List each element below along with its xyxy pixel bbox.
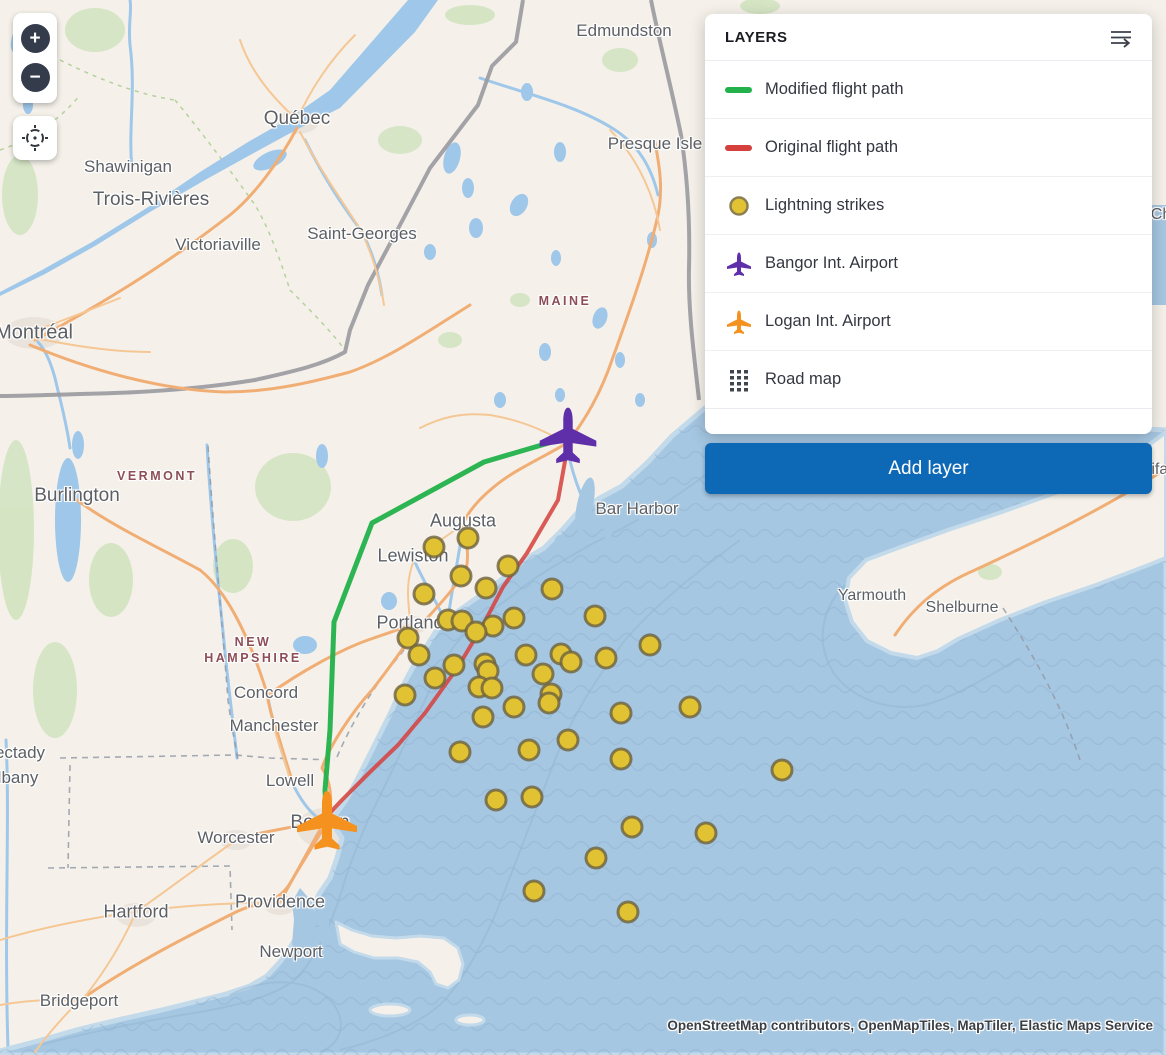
layers-panel: LAYERS Modified flight path [705, 14, 1152, 434]
menu-right-icon[interactable] [1108, 25, 1134, 49]
national-border [0, 0, 701, 401]
grid-icon [725, 368, 752, 392]
add-layer-button[interactable]: Add layer [705, 443, 1152, 494]
map-attribution: OpenStreetMap contributors, OpenMapTiles… [667, 1018, 1153, 1033]
layer-label: Lightning strikes [765, 196, 885, 214]
zoom-controls: + − [13, 13, 57, 103]
coastal-bays [292, 477, 658, 958]
line-swatch-red [725, 143, 752, 153]
roads-minor [0, 34, 661, 1053]
crosshair-icon [22, 125, 48, 151]
layer-label: Modified flight path [765, 80, 904, 98]
forest-areas [0, 0, 1002, 738]
zoom-in-button[interactable]: + [20, 23, 50, 53]
county-borders [0, 59, 346, 351]
panel-header: LAYERS [705, 14, 1152, 61]
line-swatch-green [725, 85, 752, 95]
layer-row-modified-flight-path[interactable]: Modified flight path [705, 61, 1152, 119]
layer-row-bangor-airport[interactable]: Bangor Int. Airport [705, 235, 1152, 293]
locate-button[interactable] [13, 116, 57, 160]
plane-icon-orange [725, 309, 752, 335]
layer-row-road-map[interactable]: Road map [705, 351, 1152, 409]
circle-swatch-yellow [725, 195, 752, 217]
layer-row-lightning-strikes[interactable]: Lightning strikes [705, 177, 1152, 235]
bay-of-fundy-sliver [1150, 205, 1166, 305]
cape-cod [334, 920, 486, 1027]
layer-row-logan-airport[interactable]: Logan Int. Airport [705, 293, 1152, 351]
plane-icon-purple [725, 251, 752, 277]
layer-row-original-flight-path[interactable]: Original flight path [705, 119, 1152, 177]
panel-filler [705, 409, 1152, 434]
panel-title: LAYERS [725, 28, 788, 46]
layer-label: Original flight path [765, 138, 898, 156]
layer-label: Road map [765, 370, 842, 388]
st-lawrence-river [0, 0, 438, 296]
layer-label: Bangor Int. Airport [765, 254, 898, 272]
layer-label: Logan Int. Airport [765, 312, 891, 330]
zoom-out-button[interactable]: − [20, 63, 50, 93]
